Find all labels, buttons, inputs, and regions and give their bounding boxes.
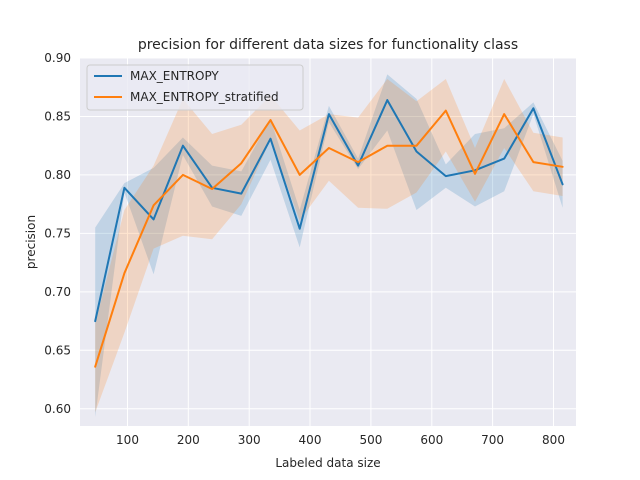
x-tick-label: 400 <box>299 433 322 447</box>
x-tick-label: 200 <box>177 433 200 447</box>
y-tick-label: 0.75 <box>44 226 71 240</box>
line-max-entropy-stratified <box>94 109 564 368</box>
band-max-entropy-stratified <box>95 79 563 413</box>
y-tick-label: 0.80 <box>44 168 71 182</box>
legend-frame <box>86 64 304 111</box>
chart-title: precision for different data sizes for f… <box>138 37 518 53</box>
x-tick-label: 300 <box>238 433 261 447</box>
x-tick-label: 700 <box>481 433 504 447</box>
legend-label-max-entropy-stratified: MAX_ENTROPY_stratified <box>130 90 279 104</box>
legend-label-max-entropy: MAX_ENTROPY <box>130 69 219 83</box>
legend: MAX_ENTROPY MAX_ENTROPY_stratified <box>86 64 304 111</box>
y-tick-label: 0.60 <box>44 402 71 416</box>
line-max-entropy <box>94 99 564 323</box>
x-tick-label: 100 <box>116 433 139 447</box>
x-tick-label: 600 <box>420 433 443 447</box>
y-tick-label: 0.70 <box>44 285 71 299</box>
y-tick-label: 0.85 <box>44 110 71 124</box>
series-lines <box>94 99 564 368</box>
y-tick-label: 0.65 <box>44 343 71 357</box>
y-tick-label: 0.90 <box>44 51 71 65</box>
y-axis-label: precision <box>24 215 38 269</box>
x-tick-label: 800 <box>542 433 565 447</box>
x-axis-label: Labeled data size <box>275 456 380 470</box>
confidence-bands <box>95 74 563 418</box>
x-tick-label: 500 <box>359 433 382 447</box>
y-axis-ticks: 0.60 0.65 0.70 0.75 0.80 0.85 0.90 <box>44 51 71 416</box>
x-axis-ticks: 100 200 300 400 500 600 700 800 <box>116 433 565 447</box>
